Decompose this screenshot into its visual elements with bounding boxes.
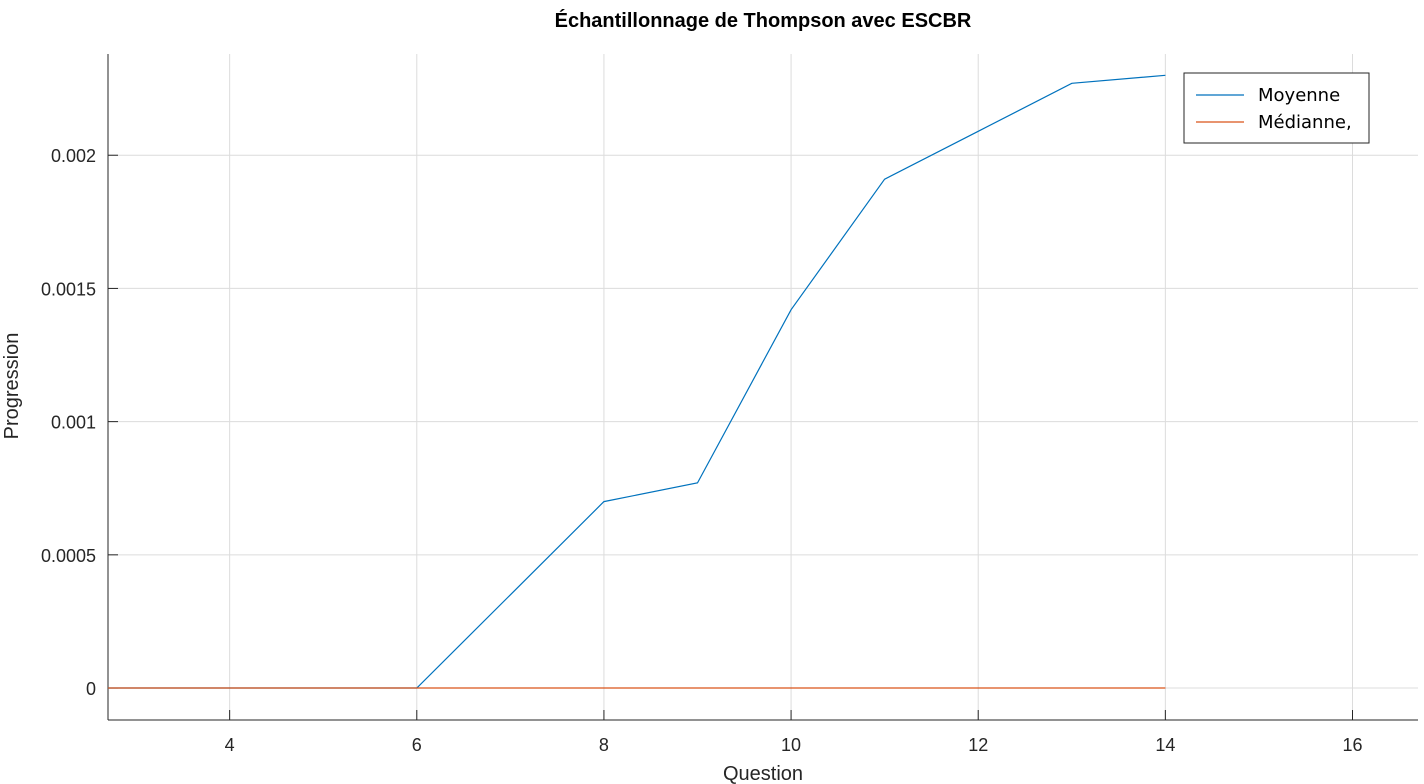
series-line-moyenne: [108, 74, 1166, 689]
y-tick-label: 0.002: [51, 146, 96, 166]
x-tick-label: 12: [968, 735, 988, 755]
x-tick-label: 14: [1155, 735, 1175, 755]
legend: Moyenne Médianne,: [1183, 72, 1370, 144]
x-tick-label: 8: [599, 735, 609, 755]
tick-labels: 4 6 8 10 12 14 16 0 0.0005 0.001 0.0015 0.002: [41, 146, 1363, 755]
x-tick-label: 6: [412, 735, 422, 755]
x-tick-label: 10: [781, 735, 801, 755]
y-tick-label: 0.0005: [41, 546, 96, 566]
legend-box: [1183, 72, 1370, 144]
y-tick-label: 0.0015: [41, 279, 96, 299]
y-tick-label: 0.001: [51, 413, 96, 433]
x-axis-label: Question: [723, 763, 803, 784]
axes: [107, 54, 1418, 721]
legend-label: Moyenne: [1258, 85, 1340, 106]
y-axis-label: Progression: [1, 333, 23, 440]
chart-title: Échantillonnage de Thompson avec ESCBR: [555, 9, 972, 32]
legend-label: Médianne,: [1258, 112, 1352, 133]
x-tick-label: 4: [225, 735, 235, 755]
plot-series: [108, 74, 1166, 689]
y-tick-label: 0: [86, 679, 96, 699]
x-tick-label: 16: [1342, 735, 1362, 755]
grid: [108, 54, 1418, 720]
